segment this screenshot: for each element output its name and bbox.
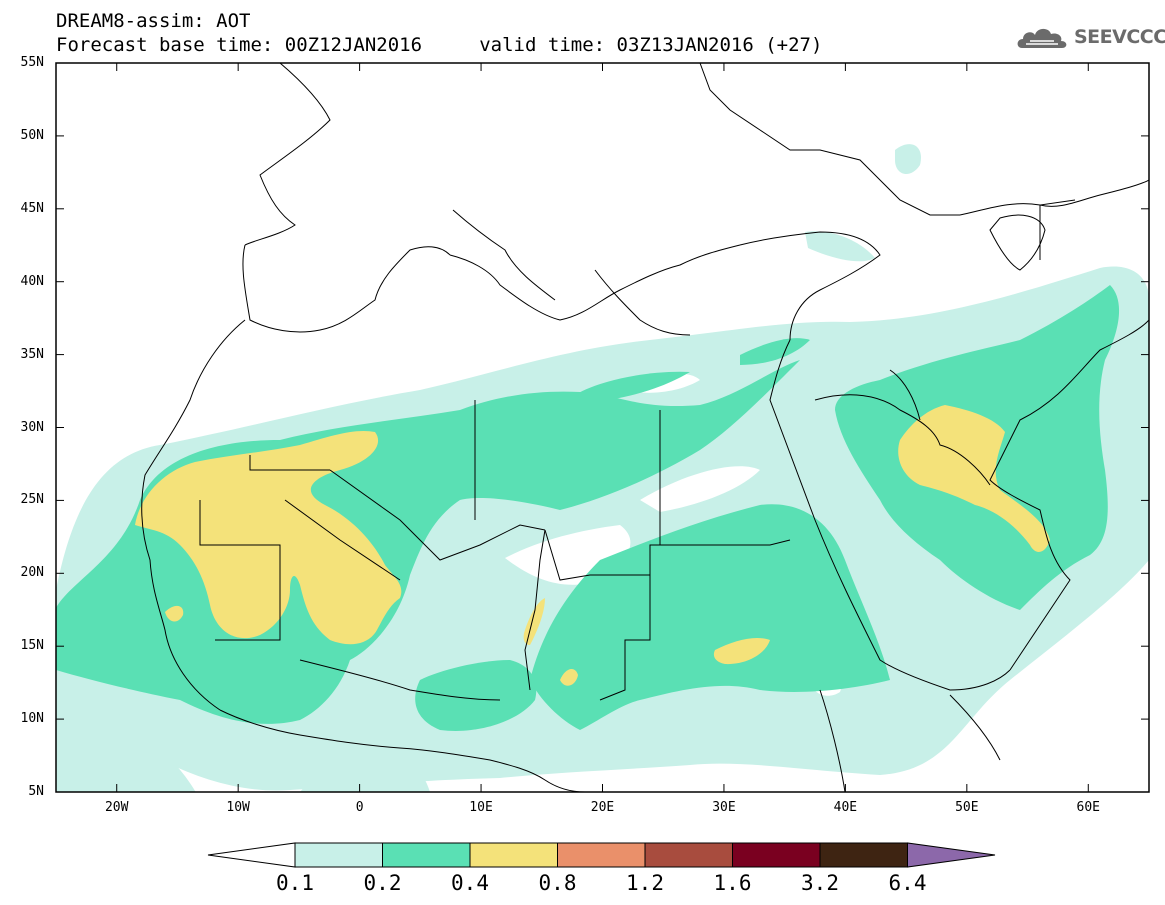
- colorbar-box-6: [732, 842, 821, 868]
- lon-label-20e: 20E: [590, 800, 615, 815]
- lon-label-10e: 10E: [469, 800, 493, 815]
- colorbar-box-4: [557, 842, 646, 868]
- colorbar-box-7: [819, 842, 908, 868]
- lat-label-50n: 50N: [20, 127, 44, 143]
- colorbar-box-3: [469, 842, 558, 868]
- colorbar-label: 0.4: [451, 871, 489, 895]
- lat-label-10n: 10N: [20, 711, 44, 727]
- lat-label-20n: 20N: [20, 565, 44, 581]
- forecast-time-line: Forecast base time: 00Z12JAN2016 valid t…: [56, 34, 823, 56]
- lat-label-35n: 35N: [20, 346, 44, 362]
- lon-label-30e: 30E: [712, 800, 736, 815]
- colorbar-label: 0.1: [276, 871, 314, 895]
- colorbar-label: 0.8: [538, 871, 577, 895]
- lat-label-40n: 40N: [20, 273, 44, 289]
- lon-label-0: 0: [355, 800, 364, 815]
- axis-ticks: [56, 62, 1149, 793]
- aot-field-high: [135, 405, 1050, 686]
- colorbar-upper-arrow: [907, 842, 996, 868]
- colorbar-box-2: [382, 842, 471, 868]
- colorbar-box-1: [294, 842, 383, 868]
- lon-label-10w: 10W: [226, 800, 250, 815]
- seevccc-logo: SEEVCCC: [1016, 24, 1165, 50]
- colorbar-label: 1.2: [626, 871, 664, 895]
- lon-label-60e: 60E: [1076, 800, 1100, 815]
- lon-label-20w: 20W: [104, 800, 129, 815]
- lon-label-50e: 50E: [955, 800, 979, 815]
- lat-label-45n: 45N: [20, 200, 44, 216]
- coastlines-borders: [141, 63, 1149, 792]
- cloud-icon: [1017, 28, 1067, 48]
- lat-label-25n: 25N: [20, 492, 44, 508]
- colorbar-box-5: [644, 842, 733, 868]
- colorbar-lower-arrow: [207, 842, 296, 868]
- colorbar-label: 1.6: [713, 871, 752, 895]
- logo-text: SEEVCCC: [1074, 26, 1165, 48]
- chart-title: DREAM8-assim: AOT: [56, 10, 251, 32]
- colorbar-label: 0.2: [363, 871, 402, 895]
- lat-label-5n: 5N: [28, 784, 44, 799]
- lon-label-40e: 40E: [833, 800, 858, 815]
- colorbar-label: 6.4: [888, 871, 927, 895]
- colorbar-label: 3.2: [801, 871, 839, 895]
- lat-label-15n: 15N: [20, 638, 44, 654]
- lat-label-55n: 55N: [20, 55, 44, 70]
- lat-label-30n: 30N: [20, 419, 44, 435]
